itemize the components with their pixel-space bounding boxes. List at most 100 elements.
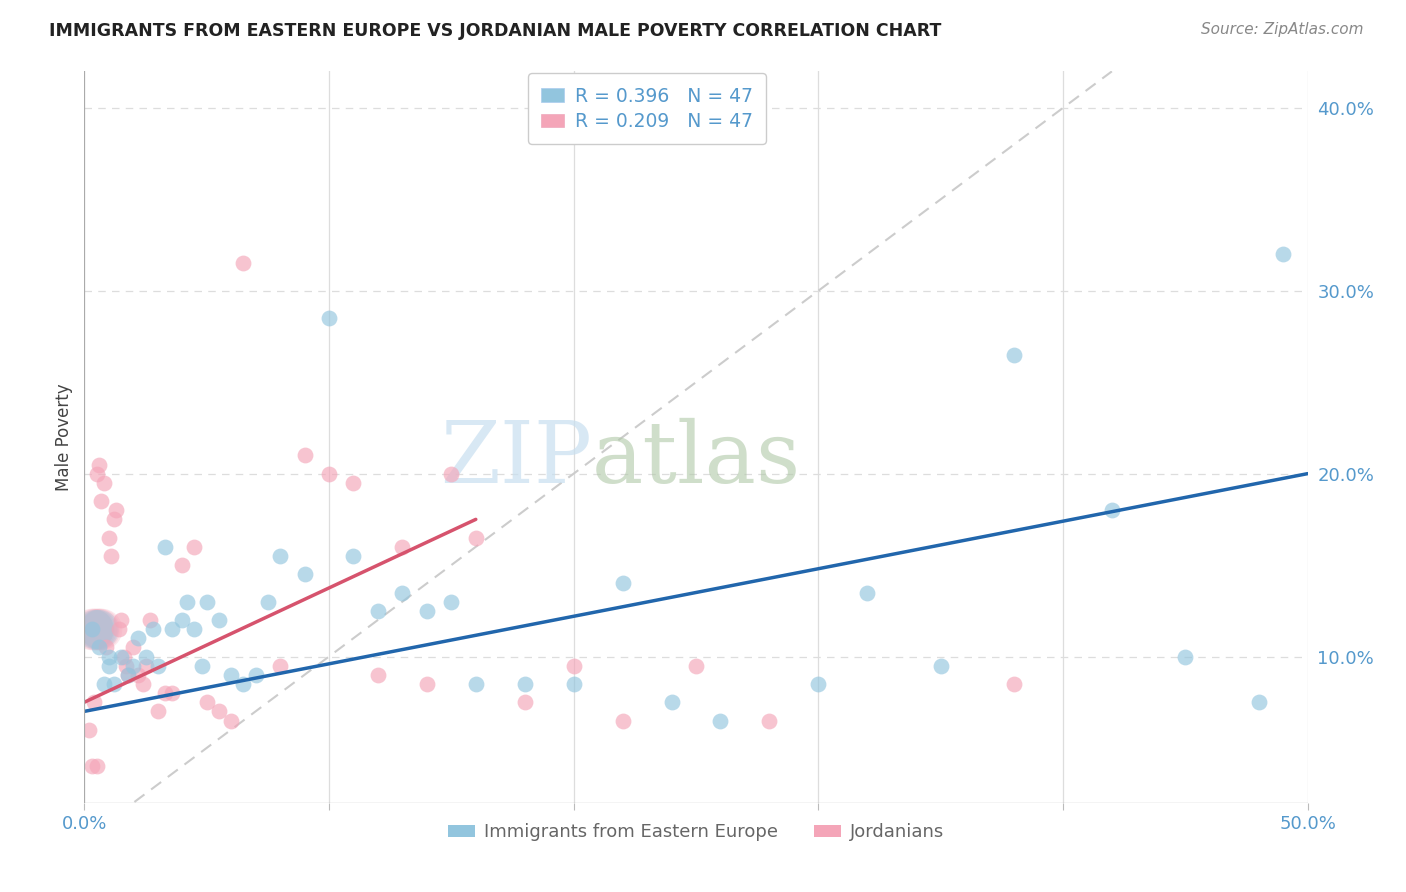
Point <box>464 677 486 691</box>
Point <box>195 695 218 709</box>
Point <box>612 714 634 728</box>
Point <box>208 613 231 627</box>
Point <box>110 613 132 627</box>
Point <box>80 622 103 636</box>
Point <box>86 622 108 636</box>
Point <box>135 649 157 664</box>
Point <box>122 658 145 673</box>
Point <box>83 622 105 636</box>
Point <box>97 531 120 545</box>
Point <box>97 658 120 673</box>
Point <box>122 640 145 655</box>
Point <box>172 613 194 627</box>
Point <box>110 649 132 664</box>
Point <box>219 714 242 728</box>
Point <box>318 467 340 481</box>
Point <box>90 494 112 508</box>
Point <box>1002 677 1025 691</box>
Point <box>464 531 486 545</box>
Point <box>86 759 108 773</box>
Point <box>93 677 115 691</box>
Point <box>1174 649 1197 664</box>
Text: atlas: atlas <box>592 417 801 500</box>
Point <box>112 649 135 664</box>
Point <box>685 658 707 673</box>
Point <box>183 540 205 554</box>
Point <box>513 695 536 709</box>
Point <box>367 667 389 681</box>
Point <box>183 622 205 636</box>
Point <box>661 695 683 709</box>
Point <box>117 667 139 681</box>
Point <box>103 677 125 691</box>
Point <box>1002 348 1025 362</box>
Point <box>162 622 184 636</box>
Point <box>127 632 149 646</box>
Point <box>80 759 103 773</box>
Point <box>391 540 413 554</box>
Point <box>162 686 184 700</box>
Point <box>257 594 280 608</box>
Point <box>269 658 291 673</box>
Point <box>1272 247 1295 261</box>
Point <box>77 723 100 737</box>
Text: Source: ZipAtlas.com: Source: ZipAtlas.com <box>1201 22 1364 37</box>
Point <box>318 311 340 326</box>
Point <box>219 667 242 681</box>
Point <box>90 622 112 636</box>
Point <box>100 549 122 563</box>
Point <box>612 576 634 591</box>
Point <box>208 705 231 719</box>
Point <box>135 658 157 673</box>
Point <box>245 667 267 681</box>
Point <box>1101 503 1123 517</box>
Point <box>391 585 413 599</box>
Point <box>153 686 176 700</box>
Point <box>758 714 780 728</box>
Point <box>294 448 316 462</box>
Point <box>232 677 254 691</box>
Point <box>440 467 463 481</box>
Point <box>562 677 585 691</box>
Point <box>87 622 110 636</box>
Point <box>83 622 105 636</box>
Point <box>562 658 585 673</box>
Point <box>856 585 879 599</box>
Point <box>139 613 162 627</box>
Point <box>142 622 165 636</box>
Point <box>132 677 155 691</box>
Point <box>87 458 110 472</box>
Point <box>146 705 169 719</box>
Point <box>367 604 389 618</box>
Point <box>1247 695 1270 709</box>
Point <box>117 667 139 681</box>
Point <box>513 677 536 691</box>
Point <box>93 475 115 490</box>
Point <box>107 622 129 636</box>
Legend: Immigrants from Eastern Europe, Jordanians: Immigrants from Eastern Europe, Jordania… <box>440 816 952 848</box>
Y-axis label: Male Poverty: Male Poverty <box>55 384 73 491</box>
Point <box>153 540 176 554</box>
Point <box>87 640 110 655</box>
Point <box>86 467 108 481</box>
Point <box>172 558 194 573</box>
Point <box>342 549 364 563</box>
Point <box>195 594 218 608</box>
Point <box>440 594 463 608</box>
Text: ZIP: ZIP <box>440 417 592 500</box>
Point <box>807 677 830 691</box>
Point <box>115 658 138 673</box>
Point <box>146 658 169 673</box>
Point <box>96 640 118 655</box>
Point <box>103 512 125 526</box>
Point <box>342 475 364 490</box>
Point <box>105 503 128 517</box>
Point <box>416 677 439 691</box>
Point <box>232 256 254 270</box>
Point <box>294 567 316 582</box>
Point <box>97 649 120 664</box>
Point <box>709 714 731 728</box>
Point <box>269 549 291 563</box>
Point <box>80 622 103 636</box>
Point <box>83 695 105 709</box>
